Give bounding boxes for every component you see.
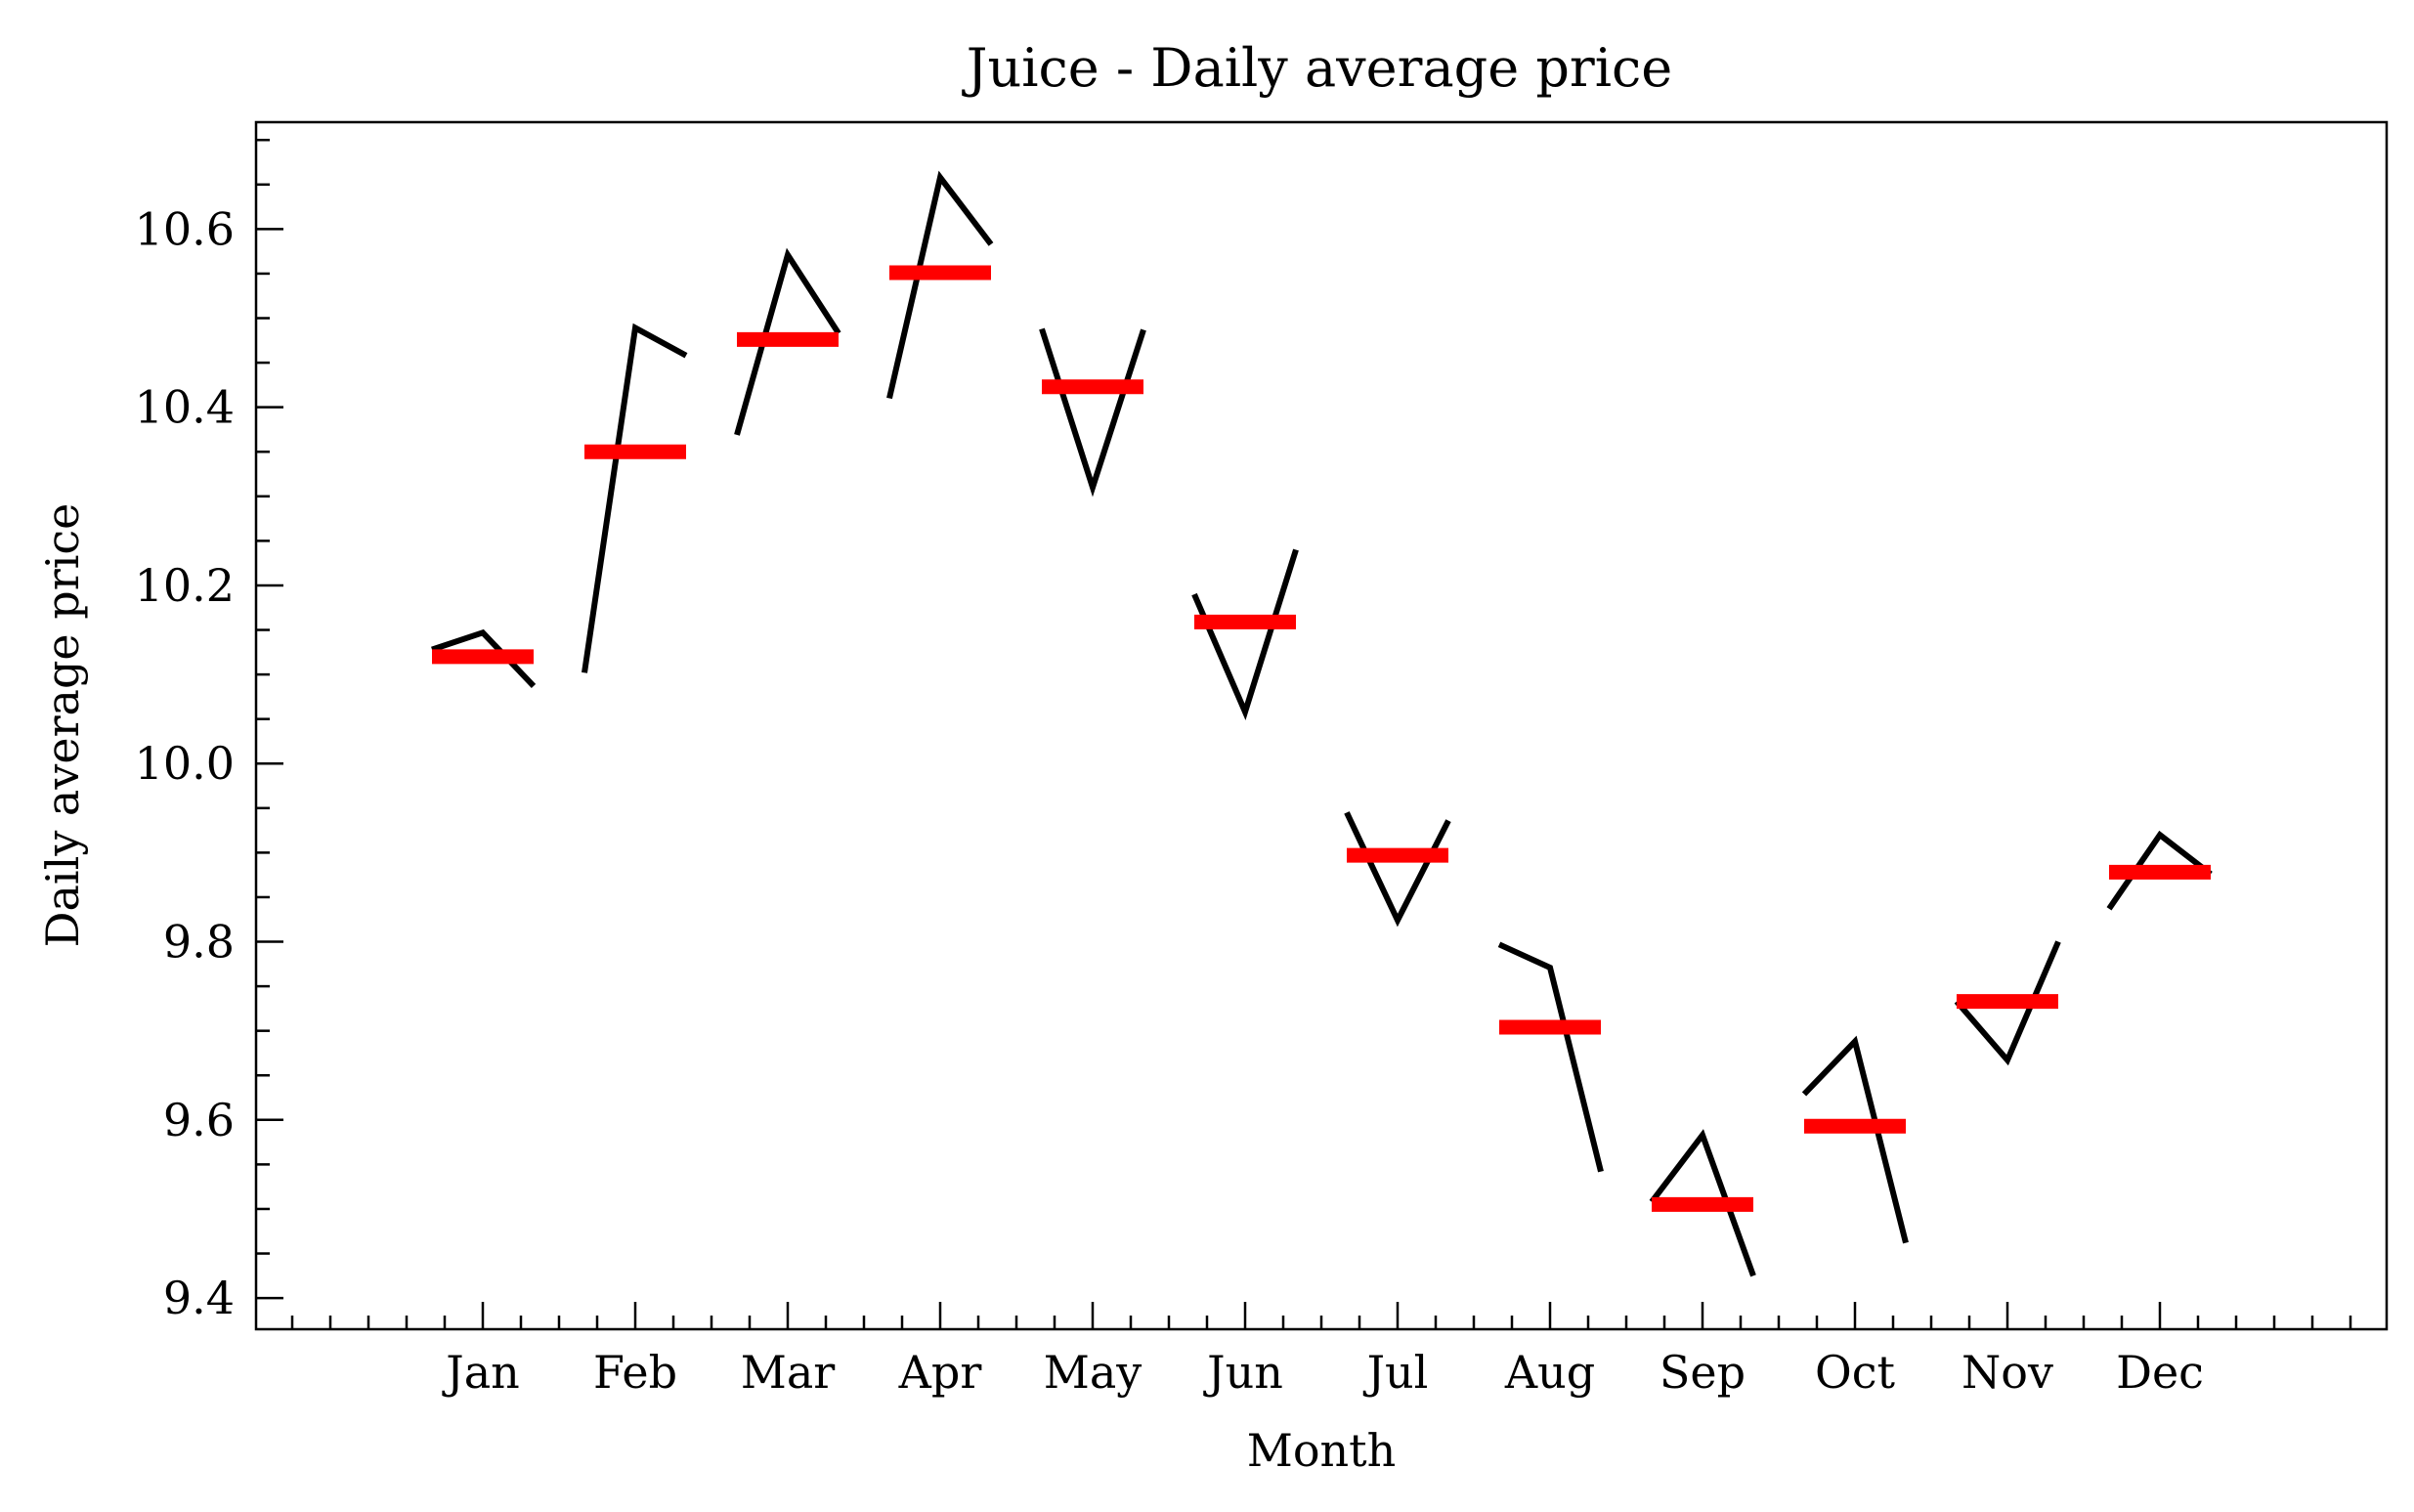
price-segment-apr <box>886 170 994 400</box>
price-segment-aug <box>1497 941 1604 1173</box>
y-tick-label: 9.8 <box>163 916 235 969</box>
x-tick-label-mar: Mar <box>741 1346 836 1399</box>
y-tick-label: 9.4 <box>163 1272 235 1324</box>
axis-ticks: Jan Feb Mar Apr May Jun Jul Aug Sep Oct Nov Dec 9.4 9… <box>135 138 2352 1399</box>
x-tick-label-apr: Apr <box>898 1346 982 1399</box>
y-tick-label: 10.6 <box>135 202 235 255</box>
x-tick-label-jun: Jun <box>1203 1346 1283 1399</box>
price-segment-jan <box>431 628 537 688</box>
y-tick-label: 9.6 <box>163 1094 235 1146</box>
x-tick-label-may: May <box>1044 1346 1142 1399</box>
price-segment-sep <box>1649 1129 1756 1277</box>
price-segment-jul <box>1344 811 1451 928</box>
x-tick-label-jan: Jan <box>442 1346 520 1399</box>
price-segment-jun <box>1191 548 1299 720</box>
plot-frame <box>254 120 2389 1331</box>
x-tick-label-feb: Feb <box>593 1346 677 1399</box>
price-segment-dec <box>2106 830 2213 911</box>
price-segment-nov <box>1954 940 2061 1066</box>
price-segment-mar <box>734 247 841 436</box>
x-tick-label-nov: Nov <box>1961 1346 2053 1399</box>
y-axis-label: Daily average price <box>36 503 89 948</box>
x-tick-label-jul: Jul <box>1363 1346 1429 1399</box>
y-tick-label: 10.2 <box>135 559 235 612</box>
price-segment-may <box>1039 327 1146 497</box>
price-segment-feb <box>582 323 688 673</box>
x-tick-label-oct: Oct <box>1815 1346 1895 1399</box>
plot-area <box>431 170 2213 1277</box>
price-segment-oct <box>1801 1035 1909 1244</box>
x-tick-label-dec: Dec <box>2116 1346 2204 1399</box>
x-axis-label: Month <box>1247 1424 1397 1477</box>
y-tick-label: 10.0 <box>135 737 235 790</box>
x-tick-label-sep: Sep <box>1660 1346 1746 1399</box>
chart-title: Juice - Daily average price <box>962 37 1672 99</box>
x-tick-label-aug: Aug <box>1504 1346 1595 1399</box>
y-tick-label: 10.4 <box>135 381 235 434</box>
